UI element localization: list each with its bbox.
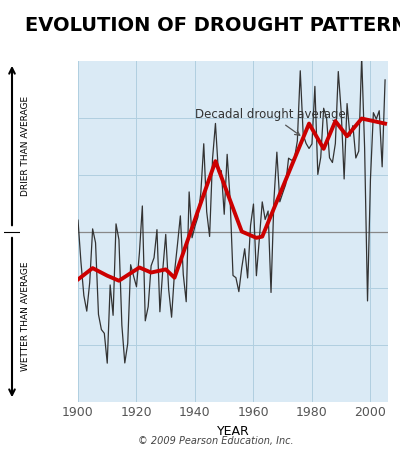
Text: WETTER THAN AVERAGE: WETTER THAN AVERAGE bbox=[22, 262, 30, 371]
Text: Decadal drought average: Decadal drought average bbox=[195, 108, 346, 135]
Text: EVOLUTION OF DROUGHT PATTERN: EVOLUTION OF DROUGHT PATTERN bbox=[25, 16, 400, 35]
X-axis label: YEAR: YEAR bbox=[217, 424, 249, 438]
Text: DRIER THAN AVERAGE: DRIER THAN AVERAGE bbox=[22, 96, 30, 197]
Text: © 2009 Pearson Education, Inc.: © 2009 Pearson Education, Inc. bbox=[138, 436, 294, 446]
